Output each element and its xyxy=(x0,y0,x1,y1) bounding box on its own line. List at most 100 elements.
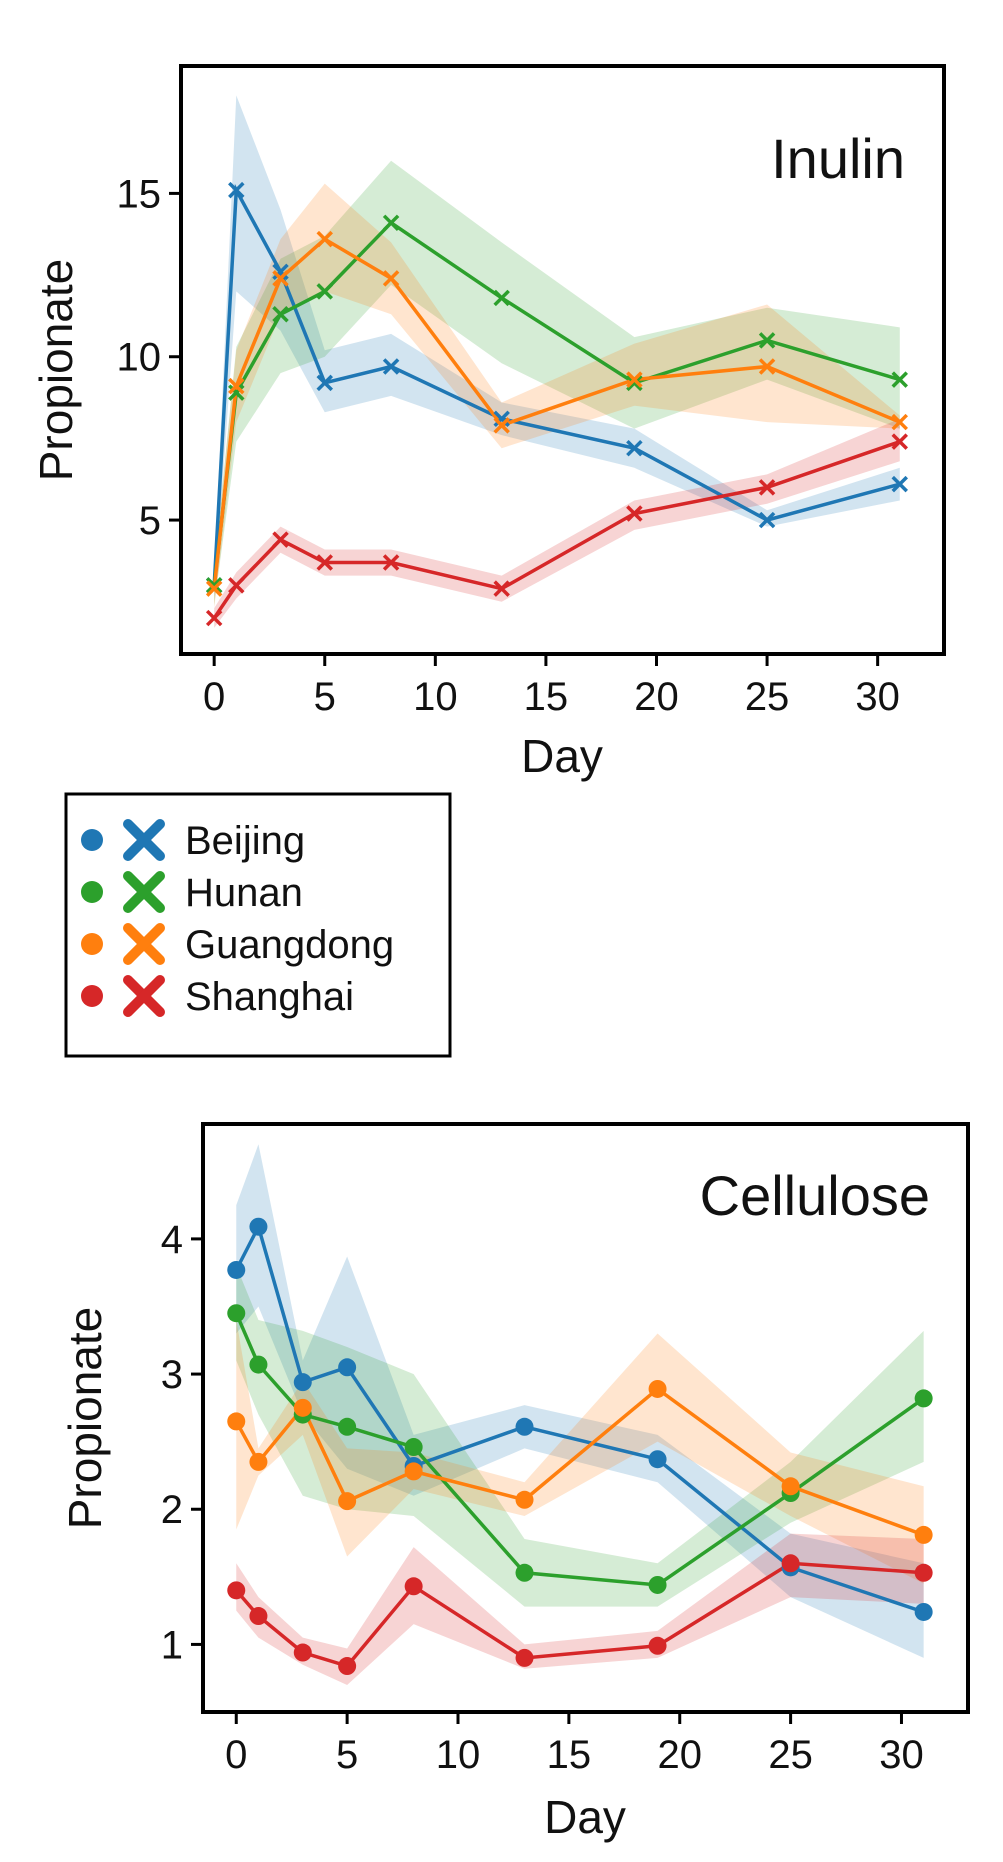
inulin-shanghai-point xyxy=(228,577,245,594)
inulin-beijing-point xyxy=(758,511,776,529)
legend-guangdong-label: Guangdong xyxy=(185,923,394,967)
cellulose-shanghai-point xyxy=(648,1636,667,1655)
cellulose-shanghai-point xyxy=(249,1607,268,1626)
cellulose-x-tick-label: 30 xyxy=(879,1733,924,1777)
cellulose-guangdong-point xyxy=(227,1412,246,1431)
legend-hunan-label: Hunan xyxy=(185,871,303,915)
cellulose-guangdong-point xyxy=(914,1525,933,1544)
inulin-guangdong-point xyxy=(272,270,289,287)
inulin-x-tick-label: 15 xyxy=(524,675,569,719)
inulin-shanghai-point xyxy=(758,479,776,496)
inulin-y-tick-label: 5 xyxy=(139,499,161,543)
inulin-plot-frame xyxy=(179,64,946,656)
inulin-hunan-point xyxy=(205,577,223,594)
legend-beijing-circle-marker xyxy=(81,829,103,851)
cellulose-y-tick-label: 4 xyxy=(161,1218,183,1262)
cellulose-x-tick-label: 0 xyxy=(225,1733,247,1777)
legend-shanghai-circle-marker xyxy=(81,985,103,1007)
inulin-beijing-band xyxy=(214,95,900,599)
inulin-guangdong-point xyxy=(626,371,643,388)
cellulose-shanghai-point xyxy=(781,1554,800,1573)
inulin-beijing-point xyxy=(493,410,510,428)
cellulose-guangdong-point xyxy=(781,1477,800,1496)
cellulose-hunan-point xyxy=(648,1575,667,1594)
cellulose-panel-title: Cellulose xyxy=(700,1164,930,1227)
inulin-beijing-point xyxy=(626,439,643,457)
inulin-y-tick-label: 10 xyxy=(117,336,162,380)
inulin-guangdong-point xyxy=(493,417,510,434)
inulin-x-tick-label: 30 xyxy=(855,675,900,719)
cellulose-beijing-point xyxy=(227,1260,246,1279)
legend-shanghai-x-marker xyxy=(123,975,165,1017)
inulin-beijing-point xyxy=(272,263,289,281)
cellulose-x-axis-label: Day xyxy=(544,1791,626,1843)
inulin-hunan-point xyxy=(272,306,289,323)
inulin-x-tick-label: 10 xyxy=(413,675,458,719)
cellulose-guangdong-point xyxy=(338,1492,357,1511)
cellulose-shanghai-band xyxy=(236,1533,924,1685)
inulin-x-axis-label: Day xyxy=(521,730,603,782)
cellulose-shanghai-point xyxy=(227,1581,246,1600)
inulin-guangdong-point xyxy=(316,230,333,248)
inulin-shanghai-point xyxy=(493,580,510,597)
inulin-guangdong-band xyxy=(214,183,900,609)
cellulose-guangdong-point xyxy=(648,1379,667,1398)
cellulose-beijing-point xyxy=(914,1602,933,1621)
legend-guangdong-circle-marker xyxy=(81,933,103,955)
legend-guangdong-x-marker xyxy=(123,923,165,965)
cellulose-shanghai-point xyxy=(293,1643,312,1662)
inulin-panel: 0 5 10 15 20 25 30 5 10 15 Inulin Day Propionate xyxy=(30,64,946,782)
inulin-guangdong-point xyxy=(382,270,400,287)
inulin-hunan-point xyxy=(228,384,245,401)
inulin-y-tick-label: 15 xyxy=(117,172,162,216)
inulin-shanghai-point xyxy=(382,554,400,571)
cellulose-beijing-point xyxy=(249,1217,268,1236)
cellulose-shanghai-point xyxy=(338,1657,357,1676)
legend-shanghai-label: Shanghai xyxy=(185,975,354,1019)
inulin-x-tick-label: 0 xyxy=(203,675,225,719)
inulin-guangdong-point xyxy=(228,377,245,395)
cellulose-panel: 0 5 10 15 20 25 30 1 2 3 4 Cellulose Day Propiona… xyxy=(59,1122,970,1843)
inulin-guangdong-point xyxy=(758,358,776,375)
cellulose-shanghai-point xyxy=(515,1648,534,1667)
cellulose-beijing-point xyxy=(515,1417,534,1436)
inulin-beijing-point xyxy=(891,475,909,493)
cellulose-hunan-point xyxy=(338,1417,357,1436)
cellulose-guangdong-point xyxy=(249,1452,268,1471)
cellulose-hunan-point xyxy=(227,1304,246,1323)
legend-hunan-circle-marker xyxy=(81,881,103,903)
cellulose-y-tick-label: 1 xyxy=(161,1623,183,1667)
cellulose-guangdong-point xyxy=(404,1462,423,1481)
cellulose-beijing-point xyxy=(338,1358,357,1377)
inulin-guangdong-point xyxy=(891,413,909,431)
legend-beijing-x-marker xyxy=(123,819,165,861)
cellulose-x-tick-label: 25 xyxy=(768,1733,813,1777)
cellulose-y-tick-label: 2 xyxy=(161,1488,183,1532)
cellulose-guangdong-point xyxy=(515,1490,534,1509)
legend-beijing-label: Beijing xyxy=(185,819,305,863)
cellulose-beijing-band xyxy=(236,1144,924,1658)
inulin-hunan-point xyxy=(493,289,510,307)
inulin-shanghai-point xyxy=(626,505,643,522)
cellulose-plot-frame xyxy=(201,1122,970,1714)
cellulose-beijing-point xyxy=(648,1450,667,1469)
inulin-x-tick-label: 25 xyxy=(745,675,790,719)
cellulose-beijing-point xyxy=(293,1373,312,1392)
cellulose-x-tick-label: 5 xyxy=(336,1733,358,1777)
legend-hunan-x-marker xyxy=(123,871,165,913)
inulin-x-tick-label: 20 xyxy=(634,675,679,719)
inulin-x-tick-label: 5 xyxy=(314,675,336,719)
cellulose-y-tick-label: 3 xyxy=(161,1353,183,1397)
inulin-shanghai-point xyxy=(891,433,909,450)
inulin-beijing-point xyxy=(382,358,400,375)
inulin-hunan-point xyxy=(626,374,643,392)
cellulose-guangdong-point xyxy=(293,1398,312,1417)
legend: Beijing Hunan Guangdong Shanghai xyxy=(64,792,452,1058)
cellulose-x-tick-label: 10 xyxy=(436,1733,481,1777)
inulin-shanghai-band xyxy=(214,418,900,628)
inulin-panel-title: Inulin xyxy=(771,127,905,190)
cellulose-hunan-point xyxy=(515,1563,534,1582)
cellulose-hunan-point xyxy=(249,1355,268,1374)
cellulose-hunan-point xyxy=(404,1438,423,1457)
